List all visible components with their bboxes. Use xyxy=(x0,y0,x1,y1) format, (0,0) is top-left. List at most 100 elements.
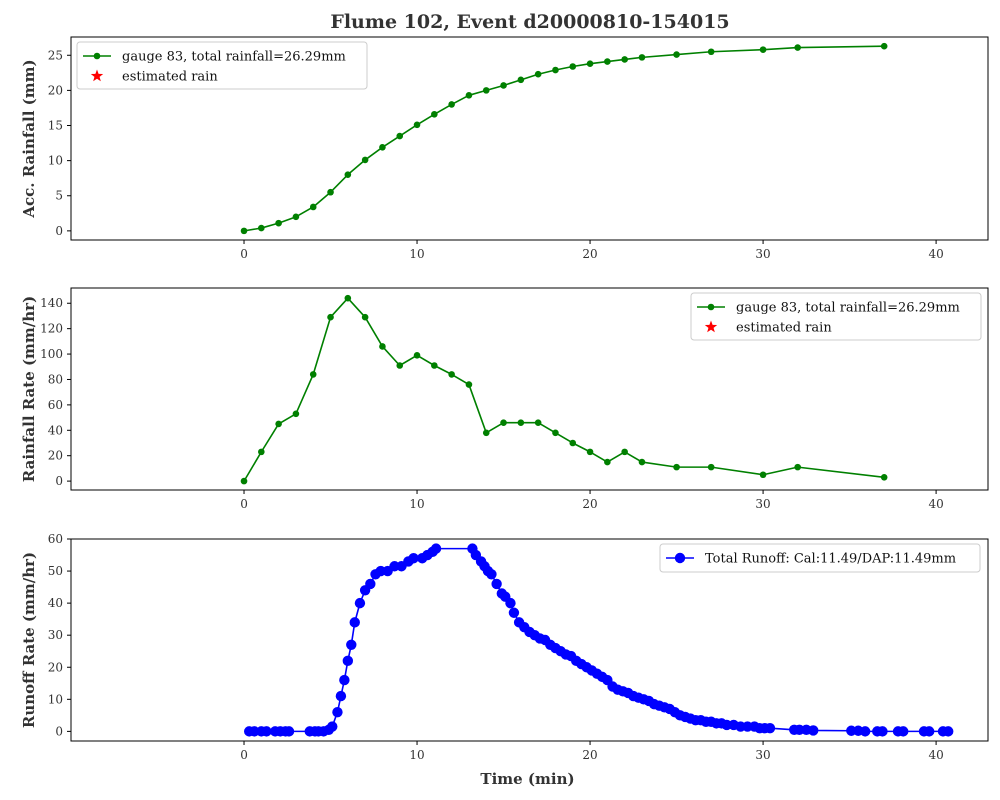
data-point xyxy=(586,448,594,456)
x-tick-label: 10 xyxy=(409,497,424,511)
data-point xyxy=(569,439,577,447)
x-tick-label: 0 xyxy=(240,497,248,511)
data-point xyxy=(534,419,542,426)
legend-marker xyxy=(93,52,101,60)
data-point xyxy=(361,156,369,164)
data-point xyxy=(638,458,646,466)
data-point xyxy=(794,463,801,471)
data-point xyxy=(339,674,350,686)
x-tick-label: 10 xyxy=(409,748,424,762)
data-point xyxy=(586,60,594,67)
data-point xyxy=(448,101,455,108)
x-tick-label: 40 xyxy=(928,748,943,762)
data-point xyxy=(396,362,404,369)
data-point xyxy=(346,639,357,651)
data-point xyxy=(327,313,334,321)
data-point xyxy=(240,477,248,485)
x-tick-label: 30 xyxy=(755,247,770,261)
y-tick-label: 140 xyxy=(40,296,63,310)
data-point xyxy=(465,381,473,388)
data-point xyxy=(552,429,559,437)
data-point xyxy=(342,655,354,667)
x-tick-label: 0 xyxy=(240,748,248,762)
plot-frame xyxy=(70,36,989,241)
data-point xyxy=(258,224,265,232)
data-point xyxy=(379,143,386,151)
x-tick-label: 20 xyxy=(582,497,597,511)
legend-star-marker xyxy=(704,320,718,333)
data-point xyxy=(335,690,347,702)
y-tick-label: 120 xyxy=(40,322,63,336)
data-point xyxy=(379,343,386,350)
y-tick-label: 0 xyxy=(55,224,63,238)
runoff-rate-panel: 0 10 20 30 40 0 10 20 30 40 50 60 Runoff Rate (mm/hr… xyxy=(20,532,989,788)
y-tick-label: 20 xyxy=(48,660,63,674)
data-point xyxy=(431,110,438,118)
y-tick-label: 10 xyxy=(48,692,63,706)
acc-rainfall-panel: 0 10 20 30 40 0 5 10 15 20 25 Acc. Rainfall (mm) gau… xyxy=(20,36,989,261)
data-point xyxy=(344,171,352,178)
y-tick-label: 15 xyxy=(48,119,63,133)
y-axis-label: Runoff Rate (mm/hr) xyxy=(20,552,38,728)
data-point xyxy=(327,188,334,196)
data-point xyxy=(430,543,442,554)
data-point xyxy=(354,597,366,609)
y-tick-label: 80 xyxy=(48,372,63,386)
y-axis-label: Rainfall Rate (mm/hr) xyxy=(20,296,38,482)
plot-frame xyxy=(70,287,989,491)
data-point xyxy=(859,726,871,737)
y-tick-label: 5 xyxy=(55,189,63,203)
data-point xyxy=(413,352,421,359)
y-axis-label: Acc. Rainfall (mm) xyxy=(20,59,38,218)
legend-entry: estimated rain xyxy=(122,70,218,85)
legend-entry: gauge 83, total rainfall=26.29mm xyxy=(736,301,960,316)
x-tick-label: 30 xyxy=(755,497,770,511)
data-point xyxy=(309,203,317,211)
data-point xyxy=(491,578,502,590)
data-point xyxy=(638,54,646,61)
legend-entry: gauge 83, total rainfall=26.29mm xyxy=(122,50,346,65)
data-point xyxy=(505,597,516,609)
data-point xyxy=(275,420,282,428)
data-point xyxy=(482,87,490,94)
data-point xyxy=(552,66,559,74)
y-tick-label: 0 xyxy=(55,474,63,488)
data-point xyxy=(517,76,525,84)
data-point xyxy=(327,721,338,732)
data-point xyxy=(344,294,352,302)
x-tick-label: 30 xyxy=(755,748,770,762)
data-point xyxy=(943,726,954,737)
data-point xyxy=(517,419,525,426)
data-point xyxy=(486,569,497,580)
legend-box xyxy=(76,41,368,90)
legend-entry: Total Runoff: Cal:11.49/DAP:11.49mm xyxy=(705,552,956,567)
data-point xyxy=(258,448,265,456)
data-point xyxy=(482,429,490,437)
legend-box xyxy=(690,292,982,341)
legend-entry: estimated rain xyxy=(736,321,832,336)
x-axis-label: Time (min) xyxy=(480,770,574,788)
data-point xyxy=(240,227,248,235)
data-point xyxy=(621,448,628,456)
y-tick-label: 40 xyxy=(48,596,63,610)
legend-box xyxy=(659,543,981,573)
data-point xyxy=(707,48,715,56)
data-point xyxy=(292,410,300,418)
x-tick-label: 0 xyxy=(240,247,248,261)
data-point xyxy=(500,419,507,426)
data-point xyxy=(534,70,542,78)
y-tick-label: 60 xyxy=(48,398,63,412)
data-point xyxy=(275,219,282,227)
data-point xyxy=(283,726,295,737)
data-point xyxy=(569,63,577,70)
data-point xyxy=(261,726,272,737)
data-point xyxy=(413,121,421,129)
data-point xyxy=(808,725,819,736)
data-point xyxy=(292,213,300,221)
data-point xyxy=(361,313,369,321)
data-point xyxy=(794,44,801,51)
data-point xyxy=(764,722,776,734)
x-tick-label: 20 xyxy=(582,748,597,762)
